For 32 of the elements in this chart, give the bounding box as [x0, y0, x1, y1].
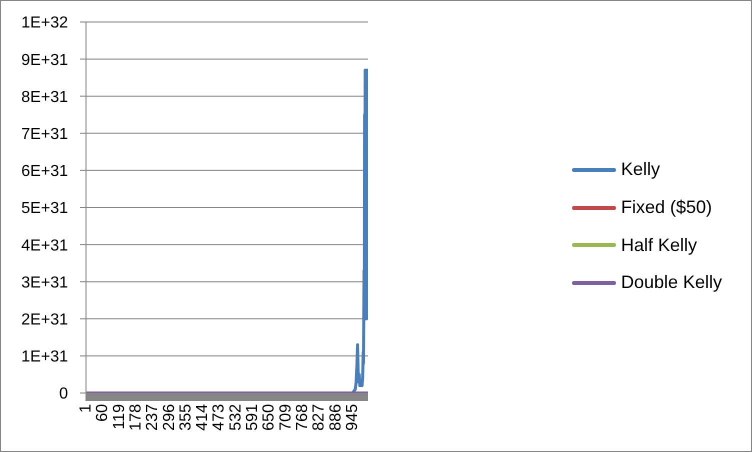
legend-label: Kelly [621, 159, 660, 180]
x-tick-label: 827 [310, 404, 328, 431]
x-tick-label: 355 [177, 404, 194, 431]
y-tick-label: 2E+31 [21, 311, 68, 328]
x-tick-label: 945 [344, 404, 361, 431]
x-tick-label: 473 [210, 404, 228, 431]
x-tick-label: 532 [227, 404, 244, 431]
x-tick-label: 591 [244, 404, 262, 431]
x-tick-label: 237 [144, 404, 162, 431]
x-tick-label: 60 [94, 404, 112, 422]
y-tick-label: 6E+31 [21, 163, 68, 180]
x-tick-label: 178 [127, 404, 144, 431]
y-tick-label: 1E+32 [21, 14, 68, 32]
legend-label: Half Kelly [621, 234, 698, 256]
x-tick-label: 709 [277, 404, 294, 431]
y-tick-label: 0 [59, 386, 68, 403]
legend-label: Fixed ($50) [621, 197, 712, 218]
y-tick-label: 3E+31 [21, 274, 68, 292]
x-tick-label: 296 [160, 404, 178, 431]
x-tick-label: 1 [78, 404, 94, 413]
x-tick-label: 768 [294, 404, 312, 431]
x-tick-label: 414 [194, 404, 212, 431]
x-tick-label: 886 [327, 404, 344, 431]
y-tick-label: 8E+31 [21, 88, 68, 106]
y-tick-label: 5E+31 [21, 200, 68, 218]
y-tick-label: 4E+31 [21, 237, 68, 254]
x-tick-label: 119 [110, 404, 128, 430]
y-tick-label: 7E+31 [21, 126, 68, 143]
x-tick-label: 650 [260, 404, 278, 431]
y-tick-label: 1E+31 [21, 348, 68, 366]
legend-label: Double Kelly [621, 272, 722, 294]
y-tick-label: 9E+31 [21, 52, 68, 69]
